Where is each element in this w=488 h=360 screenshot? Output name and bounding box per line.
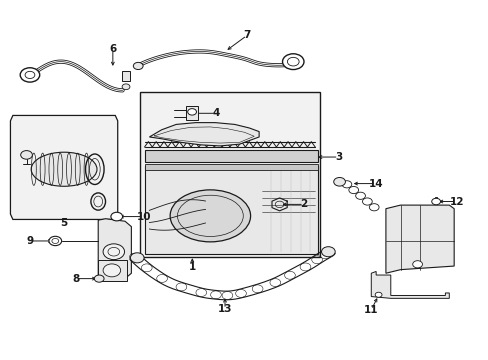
Circle shape (333, 177, 345, 186)
Ellipse shape (31, 152, 97, 186)
Circle shape (374, 292, 381, 297)
Circle shape (103, 244, 124, 260)
Polygon shape (10, 116, 118, 220)
Text: 12: 12 (448, 197, 463, 207)
Text: 5: 5 (61, 219, 67, 228)
Circle shape (103, 264, 121, 277)
Bar (144, 166, 317, 253)
Text: 14: 14 (368, 179, 383, 189)
Text: 8: 8 (72, 274, 79, 284)
Bar (98, 260, 127, 281)
Text: 1: 1 (188, 262, 196, 272)
Circle shape (20, 68, 40, 82)
Text: 10: 10 (136, 212, 150, 221)
Circle shape (122, 84, 130, 90)
Circle shape (130, 253, 144, 263)
Bar (185, 106, 198, 120)
Circle shape (49, 236, 61, 246)
Bar (122, 71, 130, 81)
Text: 2: 2 (300, 199, 307, 210)
Ellipse shape (170, 190, 250, 242)
Circle shape (282, 54, 304, 69)
Polygon shape (149, 123, 259, 146)
Text: 4: 4 (212, 108, 220, 118)
Circle shape (133, 62, 143, 69)
Text: 6: 6 (109, 44, 116, 54)
Circle shape (431, 198, 440, 205)
Bar (144, 164, 317, 170)
Circle shape (111, 212, 122, 221)
Circle shape (412, 261, 422, 268)
Polygon shape (385, 205, 453, 273)
Text: 11: 11 (363, 305, 378, 315)
Circle shape (20, 150, 32, 159)
Text: 9: 9 (26, 236, 34, 246)
Text: 7: 7 (243, 31, 250, 40)
Polygon shape (370, 271, 448, 298)
Polygon shape (98, 219, 131, 280)
Bar (140, 92, 320, 257)
Circle shape (94, 275, 104, 282)
Circle shape (321, 247, 334, 257)
Text: 13: 13 (217, 304, 232, 314)
Circle shape (187, 109, 196, 115)
Text: 3: 3 (334, 152, 342, 162)
Bar (144, 150, 317, 162)
